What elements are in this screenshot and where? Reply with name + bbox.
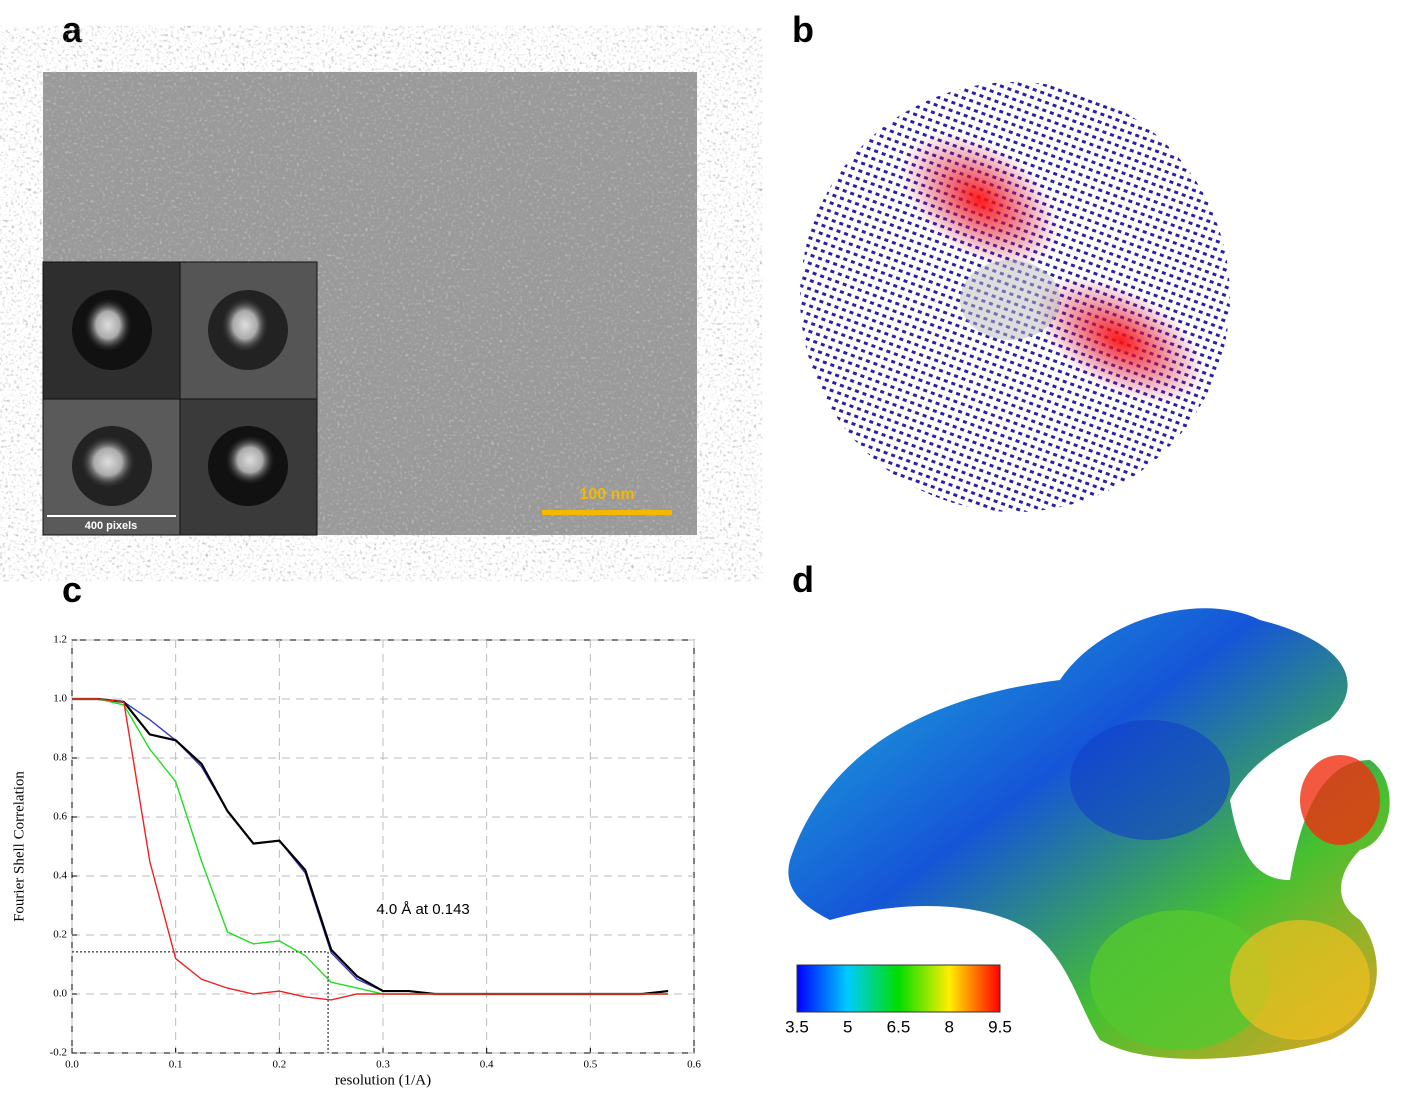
- y-tick-label: 0.0: [53, 988, 67, 1000]
- class-averages: [42, 261, 318, 536]
- fsc-line: [72, 698, 669, 1001]
- scale-bar: [542, 510, 672, 515]
- x-tick-label: 0.2: [272, 1059, 286, 1071]
- y-tick-label: 1.0: [53, 693, 67, 705]
- x-tick-label: 0.3: [376, 1059, 390, 1071]
- sphere-center: [960, 260, 1060, 340]
- orientation-cluster: [899, 131, 1061, 269]
- panel-label: c: [62, 569, 82, 610]
- y-tick-label: 1.2: [53, 634, 67, 646]
- y-tick-label: -0.2: [50, 1047, 67, 1059]
- x-tick-label: 0.6: [687, 1059, 701, 1071]
- panel-label: a: [62, 9, 83, 50]
- colorbar: [796, 964, 1001, 1013]
- x-tick-label: 0.0: [65, 1059, 79, 1071]
- y-tick-label: 0.6: [53, 811, 67, 823]
- density-map: [788, 608, 1390, 1059]
- panel-label: b: [792, 9, 814, 50]
- y-tick-label: 0.8: [53, 752, 67, 764]
- inset-scale-label: 400 pixels: [85, 520, 138, 532]
- y-tick-label: 0.2: [53, 929, 67, 941]
- colorbar-tick-label: 3.5: [785, 1017, 809, 1036]
- x-tick-label: 0.1: [169, 1059, 183, 1071]
- colorbar-ticks: 3.5 5 6.5 8 9.5: [785, 1017, 1012, 1036]
- orientation-cluster: [1034, 275, 1206, 405]
- annotation: 4.0 Å at 0.143: [376, 901, 469, 918]
- panel-label: d: [792, 559, 814, 600]
- x-axis-label: resolution (1/A): [335, 1072, 431, 1088]
- fsc-chart: 0.0 0.1 0.2 0.3 0.4 0.5 0.6-0.20.00.20.40.60.8…: [11, 634, 701, 1089]
- plot-area: [71, 639, 695, 1054]
- y-axis-label: Fourier Shell Correlation: [11, 771, 27, 922]
- scale-bar-label: 100 nm: [579, 486, 634, 503]
- colorbar-tick-label: 5: [843, 1017, 852, 1036]
- x-tick-label: 0.5: [583, 1059, 597, 1071]
- x-tick-label: 0.4: [480, 1059, 494, 1071]
- colorbar-tick-label: 6.5: [887, 1017, 911, 1036]
- colorbar-tick-label: 8: [945, 1017, 954, 1036]
- colorbar-tick-label: 9.5: [988, 1017, 1012, 1036]
- y-tick-label: 0.4: [53, 870, 67, 882]
